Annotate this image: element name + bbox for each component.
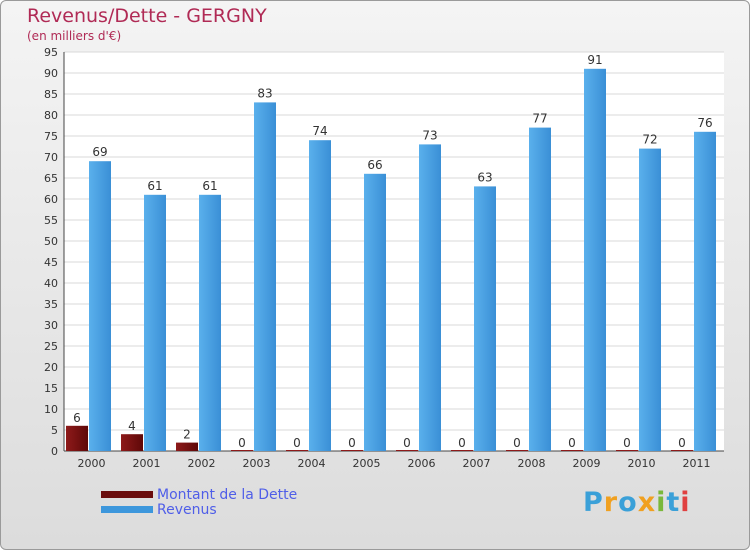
bar-debt	[66, 425, 88, 451]
data-label-revenue: 91	[587, 53, 602, 67]
logo-letter: i	[680, 487, 691, 518]
data-label-debt: 0	[678, 436, 686, 450]
x-tick-label: 2009	[573, 457, 601, 470]
data-label-revenue: 69	[92, 145, 107, 159]
logo-letter: t	[666, 487, 681, 518]
data-label-debt: 6	[73, 411, 81, 425]
data-label-revenue: 77	[532, 112, 547, 126]
y-tick-label: 70	[44, 151, 58, 164]
y-tick-label: 75	[44, 130, 58, 143]
data-label-debt: 0	[293, 436, 301, 450]
bar-revenue	[474, 186, 496, 451]
y-tick-label: 15	[44, 382, 58, 395]
bar-revenue	[144, 194, 166, 452]
plot-area	[64, 52, 724, 451]
data-label-revenue: 76	[697, 116, 712, 130]
x-tick-label: 2004	[298, 457, 326, 470]
bar-revenue	[254, 102, 276, 452]
legend-label-revenue: Revenus	[157, 501, 217, 518]
y-tick-label: 40	[44, 277, 58, 290]
bar-revenue	[694, 131, 716, 452]
y-tick-label: 55	[44, 214, 58, 227]
data-label-revenue: 63	[477, 170, 492, 184]
legend: Montant de la Dette Revenus	[101, 486, 298, 518]
x-tick-label: 2003	[243, 457, 271, 470]
logo-letter: r	[603, 487, 619, 518]
bar-revenue	[199, 194, 221, 452]
bar-revenue	[529, 127, 551, 451]
bar-revenue	[639, 148, 661, 451]
logo-letter: P	[583, 487, 604, 518]
y-tick-label: 50	[44, 235, 58, 248]
data-label-debt: 0	[513, 436, 521, 450]
data-label-revenue: 61	[147, 179, 162, 193]
chart-title: Revenus/Dette - GERGNY	[27, 5, 267, 27]
y-tick-label: 30	[44, 319, 58, 332]
x-tick-label: 2011	[683, 457, 711, 470]
x-tick-label: 2008	[518, 457, 546, 470]
bar-revenue	[584, 68, 606, 452]
data-label-debt: 0	[238, 436, 246, 450]
y-tick-label: 85	[44, 88, 58, 101]
data-label-revenue: 61	[202, 179, 217, 193]
y-tick-label: 90	[44, 67, 58, 80]
data-label-debt: 0	[458, 436, 466, 450]
proxiti-logo: Proxiti	[583, 487, 691, 518]
logo-letter: i	[656, 487, 667, 518]
y-tick-label: 65	[44, 172, 58, 185]
y-tick-label: 0	[51, 445, 58, 458]
y-tick-label: 95	[44, 46, 58, 59]
bar-revenue	[309, 140, 331, 451]
legend-label-debt: Montant de la Dette	[157, 486, 298, 503]
x-tick-label: 2007	[463, 457, 491, 470]
data-label-debt: 2	[183, 428, 191, 442]
y-tick-label: 5	[51, 424, 58, 437]
bar-debt	[121, 434, 143, 451]
legend-swatch-debt	[101, 491, 153, 498]
x-tick-label: 2002	[188, 457, 216, 470]
data-label-revenue: 74	[312, 124, 327, 138]
data-label-revenue: 72	[642, 133, 657, 147]
bar-debt	[176, 442, 198, 451]
data-label-revenue: 83	[257, 86, 272, 100]
x-tick-label: 2000	[78, 457, 106, 470]
x-tick-label: 2010	[628, 457, 656, 470]
data-label-revenue: 73	[422, 128, 437, 142]
y-tick-label: 45	[44, 256, 58, 269]
x-tick-label: 2001	[133, 457, 161, 470]
data-label-debt: 4	[128, 419, 136, 433]
logo-letter: o	[618, 487, 638, 518]
data-label-revenue: 66	[367, 158, 382, 172]
data-label-debt: 0	[623, 436, 631, 450]
bar-revenue	[364, 173, 386, 452]
data-label-debt: 0	[348, 436, 356, 450]
legend-item-revenue: Revenus	[101, 501, 297, 518]
y-tick-label: 25	[44, 340, 58, 353]
chart-subtitle: (en milliers d'€)	[27, 29, 122, 43]
y-tick-label: 35	[44, 298, 58, 311]
legend-swatch-revenue	[101, 506, 153, 513]
y-tick-label: 80	[44, 109, 58, 122]
data-label-debt: 0	[568, 436, 576, 450]
y-tick-label: 60	[44, 193, 58, 206]
data-label-debt: 0	[403, 436, 411, 450]
bar-revenue	[89, 161, 111, 451]
x-tick-label: 2005	[353, 457, 381, 470]
y-tick-label: 10	[44, 403, 58, 416]
bar-revenue	[419, 144, 441, 451]
x-tick-label: 2006	[408, 457, 436, 470]
legend-item-debt: Montant de la Dette	[101, 486, 298, 503]
y-tick-label: 20	[44, 361, 58, 374]
logo-letter: x	[637, 487, 657, 518]
